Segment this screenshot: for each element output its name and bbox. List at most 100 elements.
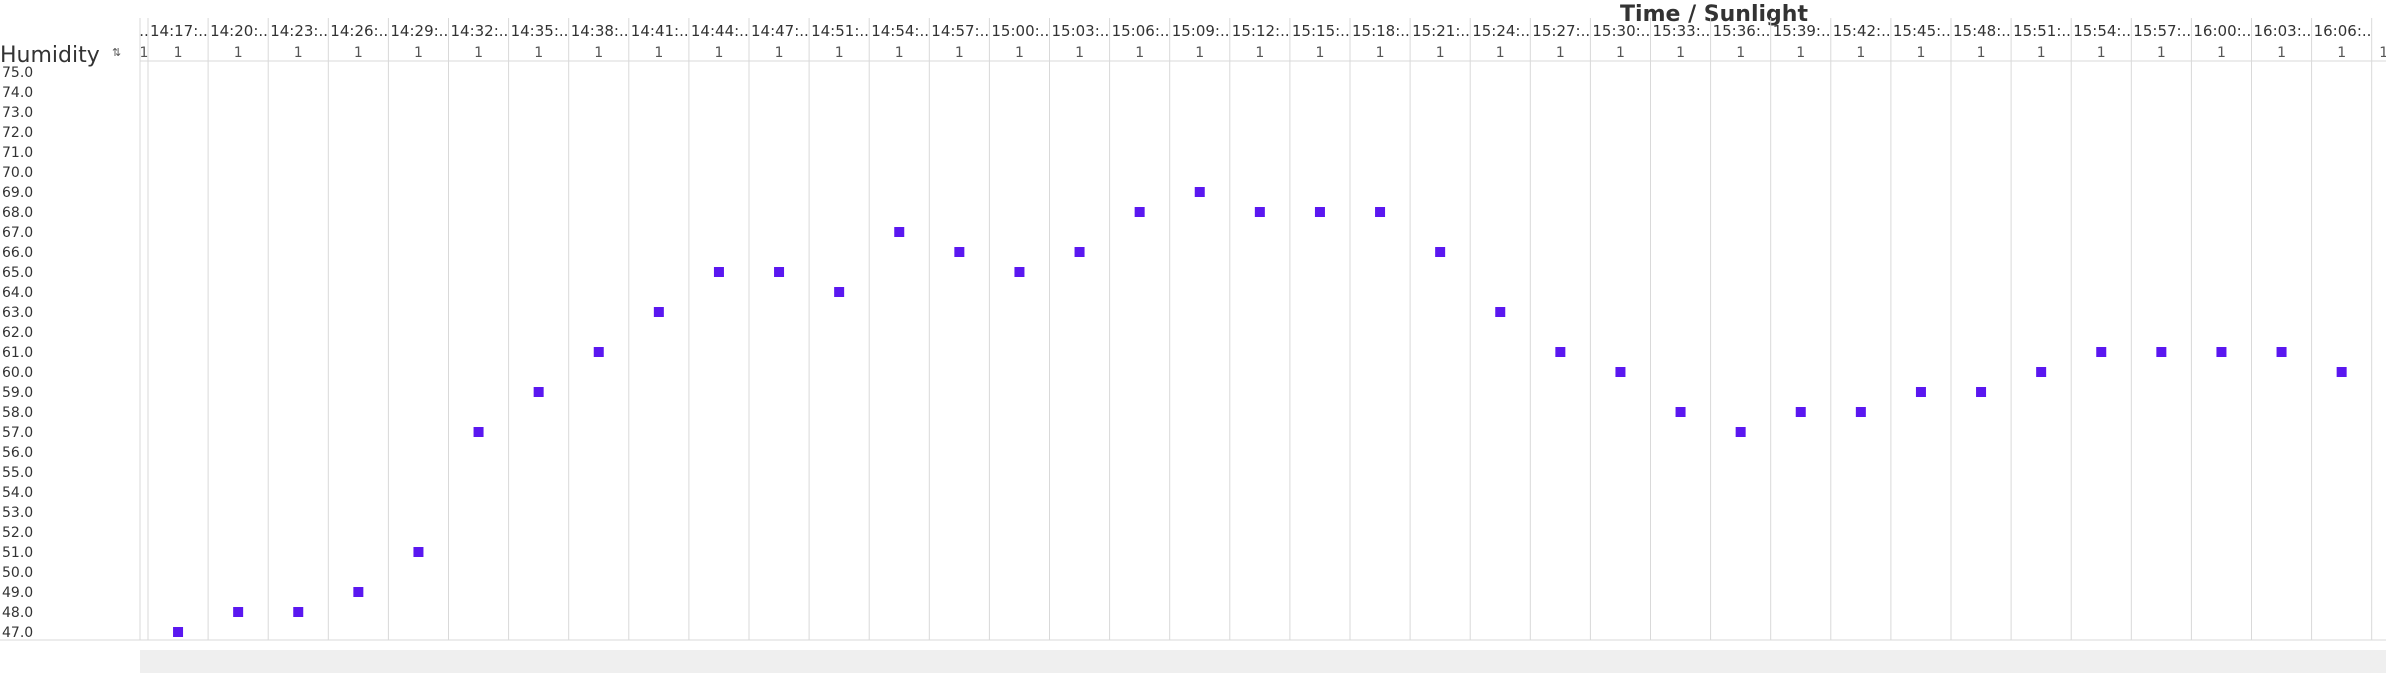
sunlight-label: 1 — [234, 45, 243, 61]
sunlight-label: 1 — [835, 45, 844, 61]
data-point[interactable] — [1134, 207, 1145, 217]
data-point[interactable] — [653, 307, 664, 317]
y-tick-label: 52.0 — [2, 525, 33, 541]
data-point[interactable] — [2276, 347, 2287, 357]
y-tick-label: 71.0 — [2, 145, 33, 161]
column-label: 15:00:.. — [991, 22, 1049, 40]
data-point[interactable] — [1254, 207, 1265, 217]
data-point[interactable] — [1314, 207, 1325, 217]
sunlight-label: 1 — [1195, 45, 1204, 61]
sunlight-label: 1 — [1496, 45, 1505, 61]
data-point[interactable] — [593, 347, 604, 357]
horizontal-scrollbar[interactable] — [140, 650, 2386, 673]
column-label: 16:00:.. — [2193, 22, 2251, 40]
data-point[interactable] — [1435, 247, 1446, 257]
y-tick-label: 68.0 — [2, 205, 33, 221]
sunlight-label: 1 — [1315, 45, 1324, 61]
data-point[interactable] — [1375, 207, 1386, 217]
sort-icon[interactable]: ⇅ — [112, 46, 121, 59]
data-point[interactable] — [1495, 307, 1506, 317]
sunlight-label: 1 — [2157, 45, 2166, 61]
data-point[interactable] — [1555, 347, 1566, 357]
sunlight-label: 1 — [140, 45, 149, 61]
data-point[interactable] — [1675, 407, 1686, 417]
data-point[interactable] — [1615, 367, 1626, 377]
data-point[interactable] — [774, 267, 785, 277]
sunlight-label: 1 — [2379, 45, 2386, 61]
y-tick-label: 70.0 — [2, 165, 33, 181]
column-label: 16:03:.. — [2254, 22, 2312, 40]
column-label: 14:35:.. — [511, 22, 569, 40]
column-label: 14:29:.. — [390, 22, 448, 40]
sunlight-label: 1 — [1796, 45, 1805, 61]
data-point[interactable] — [1194, 187, 1205, 197]
data-point[interactable] — [1795, 407, 1806, 417]
column-label: .. — [139, 22, 149, 40]
sunlight-label: 1 — [1916, 45, 1925, 61]
column-label: 14:51:.. — [811, 22, 869, 40]
column-label: 15:18:.. — [1352, 22, 1410, 40]
data-point[interactable] — [1855, 407, 1866, 417]
sunlight-label: 1 — [2277, 45, 2286, 61]
sunlight-label: 1 — [775, 45, 784, 61]
data-point[interactable] — [293, 607, 304, 617]
sunlight-label: 1 — [1135, 45, 1144, 61]
sunlight-label: 1 — [474, 45, 483, 61]
y-tick-label: 73.0 — [2, 105, 33, 121]
sunlight-label: 1 — [1977, 45, 1986, 61]
data-point[interactable] — [353, 587, 364, 597]
y-tick-label: 55.0 — [2, 465, 33, 481]
data-point[interactable] — [2336, 367, 2347, 377]
data-point[interactable] — [2216, 347, 2227, 357]
sunlight-label: 1 — [1255, 45, 1264, 61]
data-point[interactable] — [233, 607, 244, 617]
y-tick-label: 64.0 — [2, 285, 33, 301]
column-headers: ..114:17:..114:20:..114:23:..114:26:..11… — [139, 22, 2386, 61]
data-point[interactable] — [1014, 267, 1025, 277]
data-point[interactable] — [2156, 347, 2167, 357]
y-tick-label: 48.0 — [2, 605, 33, 621]
data-point[interactable] — [533, 387, 544, 397]
data-point[interactable] — [894, 227, 905, 237]
data-point[interactable] — [473, 427, 484, 437]
sunlight-label: 1 — [714, 45, 723, 61]
data-point[interactable] — [1915, 387, 1926, 397]
data-point[interactable] — [173, 627, 184, 637]
y-tick-label: 49.0 — [2, 585, 33, 601]
data-point[interactable] — [834, 287, 845, 297]
y-tick-label: 56.0 — [2, 445, 33, 461]
data-point[interactable] — [1976, 387, 1987, 397]
y-tick-label: 50.0 — [2, 565, 33, 581]
data-point[interactable] — [954, 247, 965, 257]
data-point[interactable] — [713, 267, 724, 277]
y-tick-label: 72.0 — [2, 125, 33, 141]
data-point[interactable] — [1735, 427, 1746, 437]
sunlight-label: 1 — [1736, 45, 1745, 61]
column-label: 15:54:.. — [2073, 22, 2131, 40]
sunlight-label: 1 — [534, 45, 543, 61]
data-point[interactable] — [2036, 367, 2047, 377]
sunlight-label: 1 — [1075, 45, 1084, 61]
y-tick-label: 58.0 — [2, 405, 33, 421]
column-label: 14:44:.. — [691, 22, 749, 40]
y-tick-label: 66.0 — [2, 245, 33, 261]
y-tick-label: 60.0 — [2, 365, 33, 381]
sunlight-label: 1 — [654, 45, 663, 61]
column-label: 14:38:.. — [571, 22, 629, 40]
y-tick-label: 67.0 — [2, 225, 33, 241]
sunlight-label: 1 — [594, 45, 603, 61]
sunlight-label: 1 — [174, 45, 183, 61]
column-label: 14:26:.. — [330, 22, 388, 40]
data-point[interactable] — [1074, 247, 1085, 257]
sunlight-label: 1 — [1556, 45, 1565, 61]
column-label: 15:06:.. — [1112, 22, 1170, 40]
sunlight-label: 1 — [955, 45, 964, 61]
column-label: 15:36:.. — [1713, 22, 1771, 40]
column-label: 14:17:.. — [150, 22, 208, 40]
data-point[interactable] — [2096, 347, 2107, 357]
column-label: 15:21:.. — [1412, 22, 1470, 40]
data-point[interactable] — [413, 547, 424, 557]
sunlight-label: 1 — [2217, 45, 2226, 61]
y-axis-ticks: 75.0 74.0 73.0 72.0 71.0 70.0 69.0 68.0 67.0 66.0… — [2, 65, 33, 641]
